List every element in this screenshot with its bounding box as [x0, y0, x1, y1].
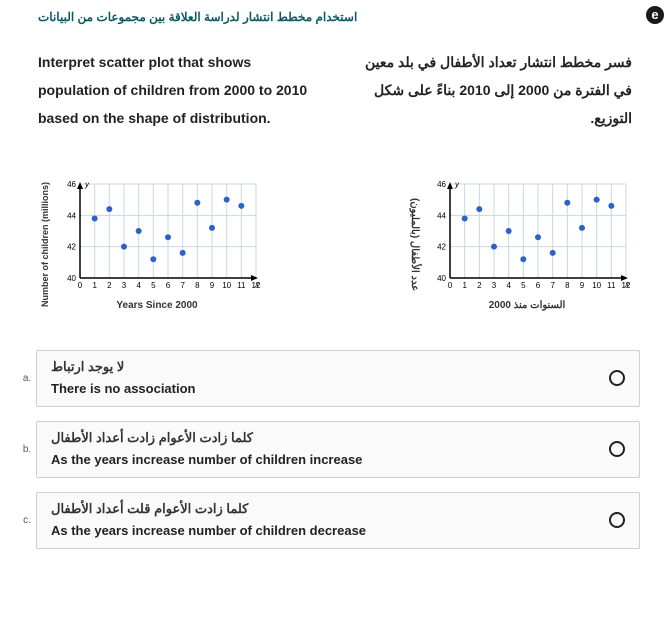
svg-text:7: 7	[550, 281, 555, 290]
chart-english: Number of children (millions) yx01234567…	[38, 178, 262, 311]
radio-icon[interactable]	[609, 512, 625, 528]
svg-text:0: 0	[78, 281, 83, 290]
svg-text:7: 7	[180, 281, 185, 290]
option-text-en: There is no association	[51, 381, 595, 396]
svg-text:10: 10	[592, 281, 601, 290]
chart-ylabel-ar: عدد الأطفال (بالمليون)	[407, 178, 422, 311]
scatter-chart-ar: yx012345678910111240424446	[422, 178, 632, 298]
svg-text:6: 6	[536, 281, 541, 290]
option-text-ar: كلما زادت الأعوام زادت أعداد الأطفال	[51, 430, 595, 446]
svg-text:2: 2	[107, 281, 112, 290]
svg-text:8: 8	[565, 281, 570, 290]
prompt-arabic: فسر مخطط انتشار تعداد الأطفال في بلد معي…	[355, 48, 632, 132]
svg-text:2: 2	[477, 281, 482, 290]
option-text-ar: لا يوجد ارتباط	[51, 359, 595, 375]
option-c[interactable]: c. كلما زادت الأعوام قلت أعداد الأطفال A…	[18, 492, 640, 549]
svg-text:1: 1	[462, 281, 467, 290]
svg-text:0: 0	[448, 281, 453, 290]
svg-text:11: 11	[237, 281, 246, 290]
svg-text:5: 5	[151, 281, 156, 290]
svg-text:44: 44	[67, 211, 76, 220]
prompt-english: Interpret scatter plot that shows popula…	[38, 48, 315, 132]
option-box[interactable]: كلما زادت الأعوام زادت أعداد الأطفال As …	[36, 421, 640, 478]
option-text-ar: كلما زادت الأعوام قلت أعداد الأطفال	[51, 501, 595, 517]
chart-arabic: عدد الأطفال (بالمليون) yx012345678910111…	[407, 178, 632, 311]
options-list: a. لا يوجد ارتباط There is no associatio…	[18, 350, 640, 563]
chart-xlabel-en: Years Since 2000	[116, 300, 197, 311]
option-text-en: As the years increase number of children…	[51, 452, 595, 467]
prompt-row: Interpret scatter plot that shows popula…	[38, 48, 632, 132]
svg-text:44: 44	[437, 211, 446, 220]
option-box[interactable]: لا يوجد ارتباط There is no association	[36, 350, 640, 407]
option-box[interactable]: كلما زادت الأعوام قلت أعداد الأطفال As t…	[36, 492, 640, 549]
chart-ylabel-en: Number of children (millions)	[38, 178, 52, 311]
radio-icon[interactable]	[609, 441, 625, 457]
svg-text:46: 46	[67, 180, 76, 189]
option-b[interactable]: b. كلما زادت الأعوام زادت أعداد الأطفال …	[18, 421, 640, 478]
svg-text:1: 1	[92, 281, 97, 290]
svg-text:3: 3	[492, 281, 497, 290]
svg-text:9: 9	[580, 281, 585, 290]
svg-text:42: 42	[437, 243, 446, 252]
svg-text:8: 8	[195, 281, 200, 290]
option-a[interactable]: a. لا يوجد ارتباط There is no associatio…	[18, 350, 640, 407]
chart-xlabel-ar: السنوات منذ 2000	[489, 300, 566, 311]
svg-text:40: 40	[67, 274, 76, 283]
header-arabic: استخدام مخطط انتشار لدراسة العلاقة بين م…	[38, 10, 357, 24]
radio-icon[interactable]	[609, 370, 625, 386]
option-text-en: As the years increase number of children…	[51, 523, 595, 538]
option-letter: a.	[18, 373, 36, 384]
option-letter: c.	[18, 515, 36, 526]
svg-text:40: 40	[437, 274, 446, 283]
svg-text:12: 12	[252, 281, 261, 290]
svg-text:46: 46	[437, 180, 446, 189]
svg-text:10: 10	[222, 281, 231, 290]
svg-text:4: 4	[506, 281, 511, 290]
charts-row: Number of children (millions) yx01234567…	[38, 178, 632, 311]
svg-text:9: 9	[210, 281, 215, 290]
svg-text:42: 42	[67, 243, 76, 252]
svg-text:3: 3	[122, 281, 127, 290]
svg-text:4: 4	[136, 281, 141, 290]
svg-text:5: 5	[521, 281, 526, 290]
corner-icon: e	[646, 6, 664, 24]
svg-text:11: 11	[607, 281, 616, 290]
svg-text:6: 6	[166, 281, 171, 290]
option-letter: b.	[18, 444, 36, 455]
svg-text:12: 12	[622, 281, 631, 290]
scatter-chart-en: yx012345678910111240424446	[52, 178, 262, 298]
